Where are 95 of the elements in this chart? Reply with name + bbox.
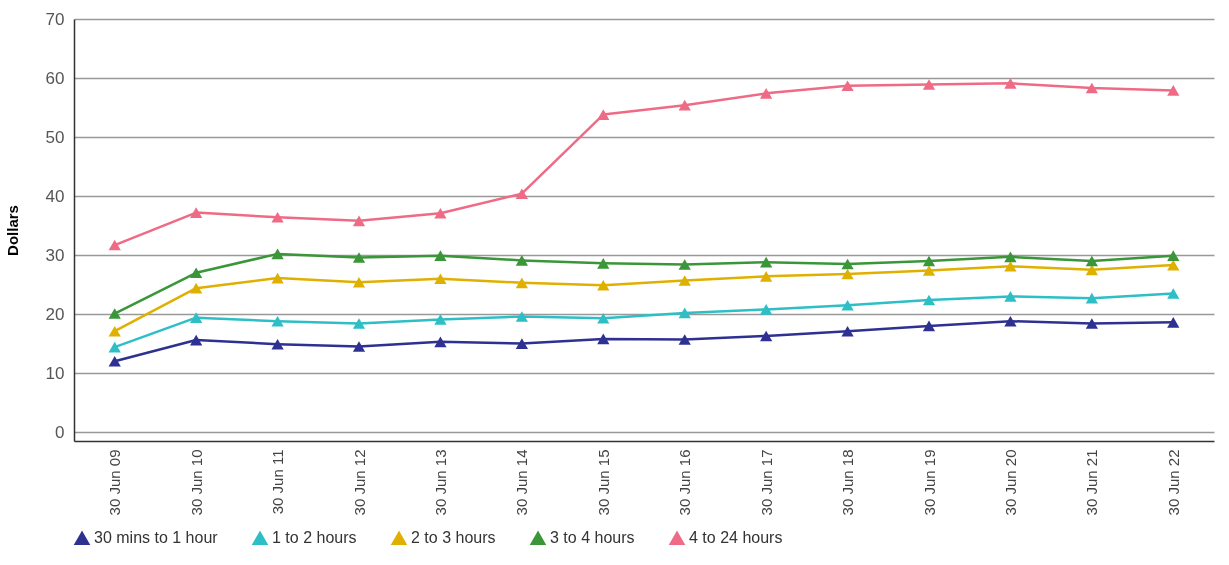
point: [515, 311, 528, 322]
point: [108, 325, 121, 337]
point: [597, 109, 610, 120]
point: [352, 252, 366, 263]
x-tick-label: 30 Jun 13: [431, 449, 449, 516]
point: [1085, 292, 1098, 304]
point: [922, 255, 936, 267]
point: [1167, 288, 1180, 299]
point: [190, 282, 203, 294]
point: [190, 207, 203, 218]
point: [1085, 318, 1098, 329]
x-tick-label: 30 Jun 18: [839, 449, 857, 516]
point: [352, 318, 366, 329]
point: [190, 312, 203, 323]
point: [1085, 255, 1098, 267]
point: [678, 275, 691, 286]
legend-label: 2 to 3 hours: [411, 529, 496, 547]
point: [841, 268, 854, 280]
point: [352, 341, 366, 352]
point: [841, 80, 854, 91]
point: [760, 256, 773, 268]
y-tick-label: 70: [45, 9, 65, 29]
y-tick-label: 0: [55, 422, 65, 442]
legend-label: 3 to 4 hours: [550, 529, 635, 547]
point: [678, 259, 691, 270]
point: [760, 304, 773, 315]
point: [597, 279, 610, 291]
y-axis-title: Dollars: [3, 205, 21, 256]
x-tick-label: 30 Jun 15: [594, 449, 612, 516]
legend-label: 4 to 24 hours: [689, 529, 783, 547]
point: [1167, 85, 1180, 96]
point: [108, 239, 121, 251]
point: [271, 248, 284, 260]
y-tick-label: 40: [45, 186, 65, 206]
point: [515, 188, 528, 200]
point: [841, 325, 854, 337]
point: [190, 267, 203, 279]
y-tick-label: 30: [45, 245, 65, 265]
point: [1004, 315, 1017, 327]
legend-label: 1 to 2 hours: [272, 529, 357, 547]
point: [515, 338, 528, 349]
x-tick-label: 30 Jun 17: [757, 449, 775, 516]
point: [1004, 291, 1017, 302]
point: [515, 255, 528, 266]
y-tick-label: 60: [45, 68, 65, 88]
x-tick-label: 30 Jun 10: [187, 449, 205, 516]
point: [190, 334, 203, 346]
point: [271, 272, 284, 284]
point: [271, 338, 284, 350]
point: [841, 258, 854, 270]
point: [108, 341, 121, 353]
point: [597, 312, 610, 324]
point: [434, 207, 447, 219]
point: [434, 336, 447, 348]
x-tick-label: 30 Jun 20: [1001, 449, 1019, 516]
point: [760, 88, 773, 99]
point: [841, 299, 854, 311]
point: [1167, 317, 1180, 328]
point: [760, 330, 773, 342]
point: [760, 271, 773, 282]
point: [271, 212, 284, 223]
point: [108, 308, 121, 319]
x-tick-label: 30 Jun 21: [1083, 449, 1101, 516]
point: [678, 99, 691, 111]
y-tick-label: 10: [45, 363, 65, 383]
point: [922, 79, 936, 90]
y-tick-label: 50: [45, 127, 65, 147]
x-tick-label: 30 Jun 14: [513, 449, 531, 516]
point: [434, 250, 447, 261]
point: [352, 215, 366, 227]
legend-label: 30 mins to 1 hour: [94, 529, 219, 547]
point: [1004, 78, 1017, 89]
point: [922, 265, 936, 276]
point: [597, 333, 610, 345]
x-tick-label: 30 Jun 16: [676, 449, 694, 516]
point: [922, 294, 936, 306]
point: [515, 277, 528, 289]
point: [434, 314, 447, 325]
y-tick-label: 20: [45, 304, 65, 324]
point: [597, 258, 610, 269]
x-tick-label: 30 Jun 12: [350, 449, 368, 516]
point: [678, 334, 691, 345]
point: [108, 356, 121, 367]
x-tick-label: 30 Jun 19: [920, 449, 938, 516]
point: [1167, 250, 1180, 261]
x-tick-label: 30 Jun 22: [1164, 449, 1182, 516]
x-tick-label: 30 Jun 11: [269, 449, 287, 515]
point: [1085, 82, 1098, 94]
point: [1004, 251, 1017, 263]
point: [352, 276, 366, 288]
point: [678, 307, 691, 319]
point: [922, 320, 936, 332]
point: [434, 273, 447, 284]
point: [271, 315, 284, 327]
x-tick-label: 30 Jun 09: [106, 449, 124, 516]
